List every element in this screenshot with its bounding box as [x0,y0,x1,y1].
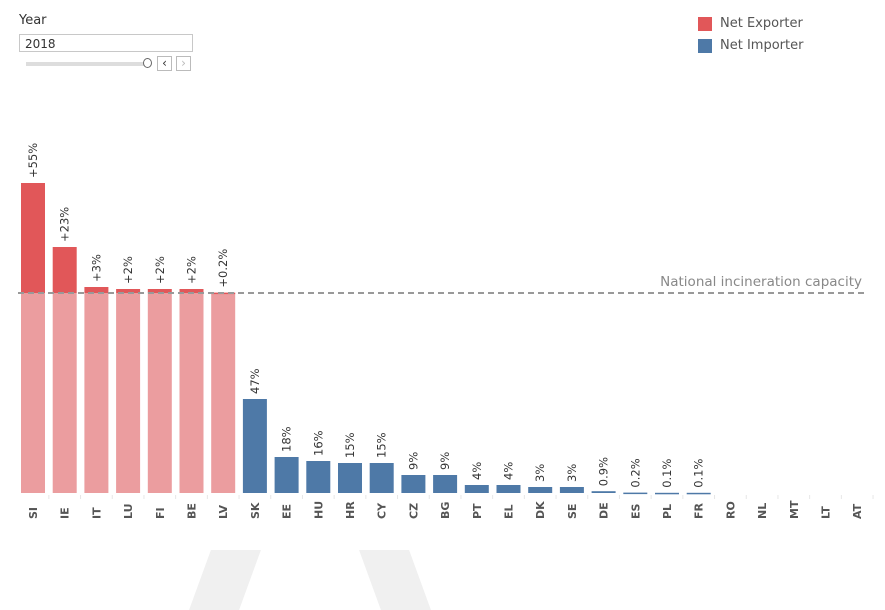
category-label: RO [724,501,737,519]
exporter-base-bar [84,293,109,493]
category-label: BG [439,502,452,519]
importer-bar [496,485,521,493]
category-label: BE [186,503,199,519]
year-slider[interactable] [26,62,148,66]
category-label: EE [281,504,294,519]
data-label: 9% [406,452,420,470]
importer-bar [528,487,553,493]
importer-bar [242,399,267,493]
year-filter-label: Year [19,13,47,28]
exporter-base-bar [52,293,77,493]
exporter-bar [21,183,45,293]
data-label: +2% [121,256,135,284]
data-label: 15% [343,432,357,458]
importer-bar [591,491,616,493]
importer-bar [369,463,394,493]
exporter-base-bar [147,293,172,493]
category-label: AT [851,503,864,519]
data-label: 3% [533,464,547,482]
data-label: 3% [565,464,579,482]
data-label: +55% [26,143,40,178]
category-label: SE [566,504,579,519]
year-slider-handle[interactable] [143,58,152,68]
legend-label: Net Importer [720,38,804,53]
data-label: +3% [89,254,103,282]
legend-swatch [698,38,712,53]
bar-chart: +55% SI +23% IE +3% IT +2% LU +2% FI +2% BE +0.2% LV 4… [18,143,874,519]
importer-bar [623,492,648,495]
data-label: 0.2% [628,458,642,487]
category-label: CY [376,502,389,519]
category-label: DE [598,502,611,519]
data-label: 0.9% [597,457,611,486]
category-label: ES [629,503,642,519]
category-label: CZ [407,503,420,519]
data-label: 16% [311,430,325,456]
importer-bar [559,487,584,493]
data-label: 18% [280,426,294,452]
data-label: +2% [185,256,199,284]
exporter-bar [116,289,141,293]
chevron-left-icon[interactable]: ‹ [157,56,172,71]
data-label: 47% [248,368,262,394]
importer-bar [655,492,679,495]
category-label: LT [820,506,833,519]
data-label: 4% [470,462,484,480]
data-label: 0.1% [660,459,674,488]
data-label: +23% [58,207,72,242]
data-label: 4% [502,462,516,480]
category-label: EL [503,504,516,519]
data-label: +0.2% [216,249,230,288]
category-label: PT [471,503,484,519]
reference-line-label: National incineration capacity [660,274,862,290]
importer-bar [274,457,299,493]
chevron-right-icon[interactable]: › [176,56,191,71]
category-label: IT [90,507,103,519]
exporter-base-bar [179,293,204,493]
data-label: 9% [438,452,452,470]
legend-item-importer[interactable]: Net Importer [698,38,803,53]
data-label: +2% [153,256,167,284]
importer-bar [401,475,426,493]
category-label: HR [344,501,357,519]
category-label: MT [788,500,801,519]
category-label: IE [59,507,72,519]
category-label: FI [154,507,167,519]
exporter-base-bar [211,293,236,493]
data-label: 0.1% [692,459,706,488]
category-label: LU [122,503,135,519]
legend-swatch [698,16,712,31]
exporter-bar [52,247,77,293]
year-input[interactable]: 2018 [19,34,193,52]
data-label: 15% [375,432,389,458]
importer-bar [686,492,711,495]
importer-bar [464,485,489,493]
category-label: NL [756,503,769,519]
importer-bar [338,463,362,493]
category-label: LV [217,505,230,519]
exporter-base-bar [21,293,45,493]
exporter-bar [147,289,172,293]
exporter-base-bar [116,293,141,493]
category-label: DK [534,501,547,519]
exporter-bar [179,289,204,293]
category-label: PL [661,504,674,519]
importer-bar [433,475,458,493]
exporter-bar [84,287,109,293]
category-label: HU [312,501,325,519]
category-label: FR [693,502,706,519]
category-label: SK [249,502,262,519]
category-label: SI [27,507,40,519]
legend-label: Net Exporter [720,16,803,31]
importer-bar [306,461,331,493]
legend-item-exporter[interactable]: Net Exporter [698,16,803,31]
